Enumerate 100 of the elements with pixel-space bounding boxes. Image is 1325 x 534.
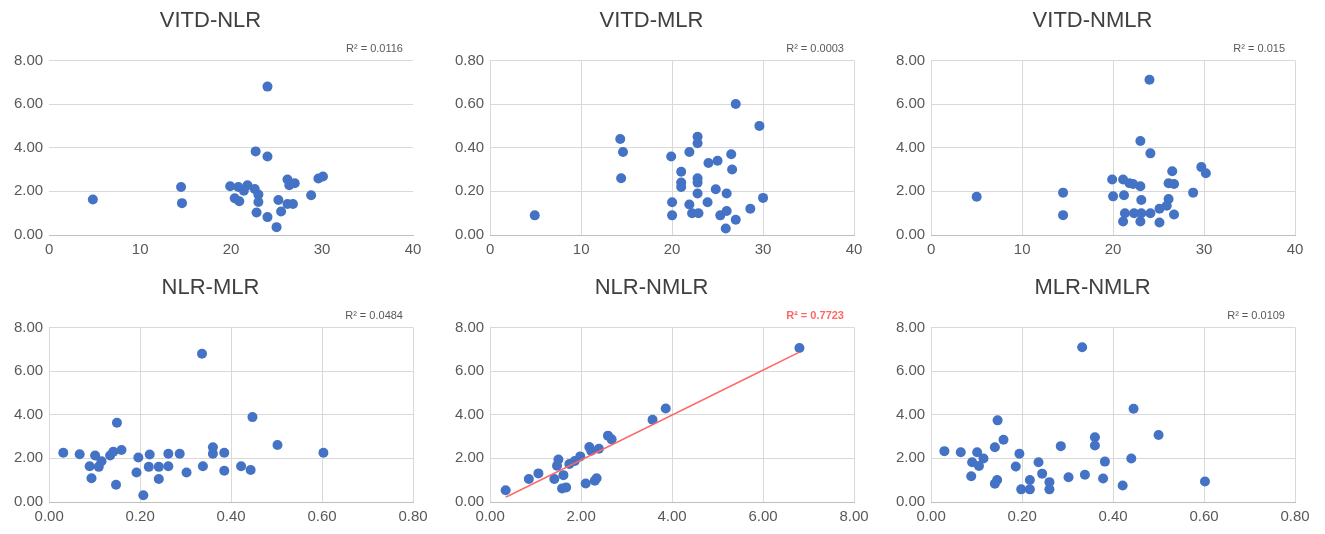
- y-tick-label: 6.00: [895, 361, 926, 379]
- point: [1117, 480, 1128, 491]
- point: [84, 461, 95, 472]
- y-tick-label: 6.00: [454, 361, 485, 379]
- point: [533, 468, 544, 479]
- point: [163, 461, 174, 472]
- point: [1058, 187, 1069, 198]
- point: [1016, 484, 1027, 495]
- x-tick-label: 10: [1013, 240, 1031, 258]
- point: [745, 203, 756, 214]
- point: [143, 461, 154, 472]
- point: [1033, 457, 1044, 468]
- point: [116, 445, 127, 456]
- point: [726, 149, 737, 160]
- y-tick-label: 2.00: [454, 448, 485, 466]
- x-tick-label: 10: [131, 240, 149, 258]
- point: [580, 478, 591, 489]
- point: [676, 166, 687, 177]
- point: [318, 447, 329, 458]
- x-tick-label: 0.60: [307, 507, 337, 525]
- chart-title: NLR-NMLR: [594, 274, 709, 300]
- point: [251, 207, 262, 218]
- point: [181, 467, 192, 478]
- point: [58, 447, 69, 458]
- x-tick-label: 0.40: [1098, 507, 1128, 525]
- x-tick-label: 4.00: [657, 507, 687, 525]
- y-tick-label: 4.00: [895, 404, 926, 422]
- point: [138, 490, 149, 501]
- point: [1144, 74, 1155, 85]
- x-tick-label: 40: [845, 240, 863, 258]
- point: [108, 446, 119, 457]
- y-tick-label: 4.00: [895, 137, 926, 155]
- point: [758, 192, 769, 203]
- x-tick-label: 0.60: [1189, 507, 1219, 525]
- point: [955, 447, 966, 458]
- x-tick-label: 0: [45, 240, 54, 258]
- point: [1077, 342, 1088, 353]
- y-tick-label: 8.00: [13, 317, 44, 335]
- point: [966, 471, 977, 482]
- point: [702, 197, 713, 208]
- point: [1128, 403, 1139, 414]
- point: [692, 188, 703, 199]
- point: [684, 199, 695, 210]
- point: [1063, 472, 1074, 483]
- point: [276, 206, 287, 217]
- x-tick-label: 20: [1104, 240, 1122, 258]
- point: [1167, 166, 1178, 177]
- y-tick-label: 8.00: [895, 317, 926, 335]
- point: [558, 470, 569, 481]
- point: [219, 465, 230, 476]
- point: [721, 188, 732, 199]
- point: [1145, 148, 1156, 159]
- point: [1118, 216, 1129, 227]
- point: [74, 449, 85, 460]
- point: [306, 190, 317, 201]
- y-tick-label: 2.00: [895, 448, 926, 466]
- x-tick-label: 30: [754, 240, 772, 258]
- point: [730, 99, 741, 110]
- point: [250, 146, 261, 157]
- point: [667, 210, 678, 221]
- point: [720, 223, 731, 234]
- chart-title: NLR-MLR: [161, 274, 260, 300]
- point: [111, 417, 122, 428]
- point: [1119, 208, 1130, 219]
- point: [989, 442, 1000, 453]
- x-tick-label: 0.80: [1280, 507, 1310, 525]
- point: [271, 222, 282, 233]
- point: [712, 155, 723, 166]
- point: [1058, 210, 1069, 221]
- point: [1099, 456, 1110, 467]
- x-tick-label: 30: [313, 240, 331, 258]
- point: [972, 447, 983, 458]
- point: [1135, 135, 1146, 146]
- point: [1107, 174, 1118, 185]
- y-tick-label: 0.00: [454, 225, 485, 243]
- point: [727, 164, 738, 175]
- point: [176, 181, 187, 192]
- point: [721, 205, 732, 216]
- point: [606, 434, 617, 445]
- point: [754, 120, 765, 131]
- point: [684, 147, 695, 158]
- point: [617, 147, 628, 158]
- point: [153, 461, 164, 472]
- point: [1089, 432, 1100, 443]
- point: [1010, 461, 1021, 472]
- point: [992, 474, 1003, 485]
- point: [225, 181, 236, 192]
- point: [523, 474, 534, 485]
- point: [1037, 468, 1048, 479]
- point: [1153, 430, 1164, 440]
- y-tick-label: 0.80: [454, 50, 485, 68]
- point: [1136, 195, 1147, 206]
- point: [553, 454, 564, 465]
- point: [262, 212, 273, 223]
- chart-title: MLR-NMLR: [1034, 274, 1151, 300]
- y-tick-label: 0.60: [454, 94, 485, 112]
- point: [253, 197, 264, 208]
- x-tick-label: 0.00: [916, 507, 946, 525]
- point: [144, 449, 155, 460]
- y-tick-label: 6.00: [895, 94, 926, 112]
